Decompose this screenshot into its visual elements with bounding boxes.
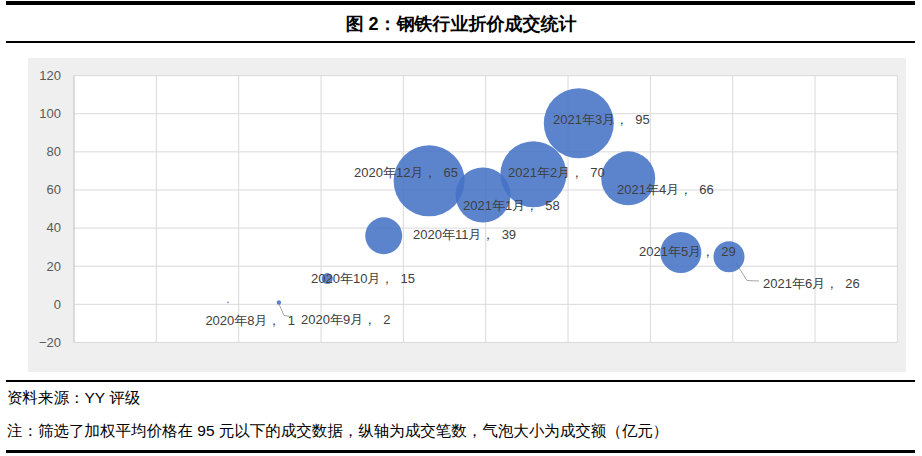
bubble-label: 2021年2月， 70 [508, 165, 605, 180]
bubble [394, 145, 465, 216]
bubble-label: 2020年9月， 2 [301, 312, 391, 327]
bubble-label: 2020年12月， 65 [354, 165, 458, 180]
bubble-label: 2020年10月， 15 [311, 271, 415, 286]
y-axis-tick-label: 80 [47, 144, 61, 159]
bubble [365, 217, 402, 254]
bubble-label: 2021年6月， 26 [763, 276, 860, 291]
y-axis-tick-label: 120 [39, 68, 61, 83]
note-text: 注：筛选了加权平均价格在 95 元以下的成交数据，纵轴为成交笔数，气泡大小为成交… [7, 421, 668, 442]
bubble-label: 2021年4月， 66 [617, 182, 714, 197]
y-axis-tick-label: 20 [47, 259, 61, 274]
source-text: 资料来源：YY 评级 [7, 388, 140, 409]
footer-divider [6, 380, 915, 382]
y-axis-tick-label: −20 [39, 335, 61, 350]
bubble-label: 2021年1月， 58 [463, 198, 560, 213]
bubble-label: 2020年11月， 39 [413, 227, 516, 242]
y-axis-tick-label: 0 [54, 297, 61, 312]
y-axis-tick-label: 100 [39, 106, 61, 121]
y-axis-tick-label: 40 [47, 220, 61, 235]
bubble [601, 151, 655, 205]
bubble-label: 2021年5月， 29 [639, 244, 736, 259]
bottom-rule [6, 450, 915, 454]
bubble [277, 300, 281, 304]
y-axis-tick-label: 60 [47, 182, 61, 197]
bubble-label: 2021年3月， 95 [553, 112, 650, 127]
bubble [227, 302, 229, 304]
bubble-label: 2020年8月， 1 [205, 313, 295, 328]
